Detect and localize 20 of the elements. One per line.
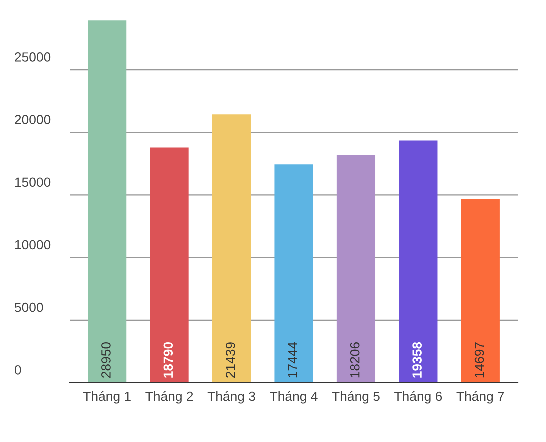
data-label: 18206 — [350, 342, 360, 378]
data-label: 18790 — [164, 342, 174, 378]
data-label: 21439 — [226, 342, 236, 378]
data-label: 19358 — [412, 342, 422, 378]
data-label: 14697 — [474, 342, 484, 378]
x-tick-label: Tháng 6 — [394, 391, 442, 404]
x-tick-label: Tháng 4 — [270, 391, 318, 404]
data-label: 28950 — [102, 342, 111, 378]
data-label: 17444 — [288, 342, 298, 378]
y-tick-label: 25000 — [15, 52, 51, 62]
x-tick-label: Tháng 7 — [456, 391, 504, 404]
y-tick-label: 15000 — [15, 178, 51, 188]
y-tick-label: 5000 — [14, 302, 44, 312]
y-tick-label: 10000 — [15, 240, 51, 250]
y-tick-label: 20000 — [15, 115, 51, 124]
x-tick-label: Tháng 5 — [332, 391, 380, 404]
y-tick-label: 0 — [14, 365, 22, 375]
x-tick-label: Tháng 3 — [208, 391, 256, 404]
x-tick-label: Tháng 1 — [83, 391, 131, 404]
x-tick-label: Tháng 2 — [146, 391, 194, 404]
